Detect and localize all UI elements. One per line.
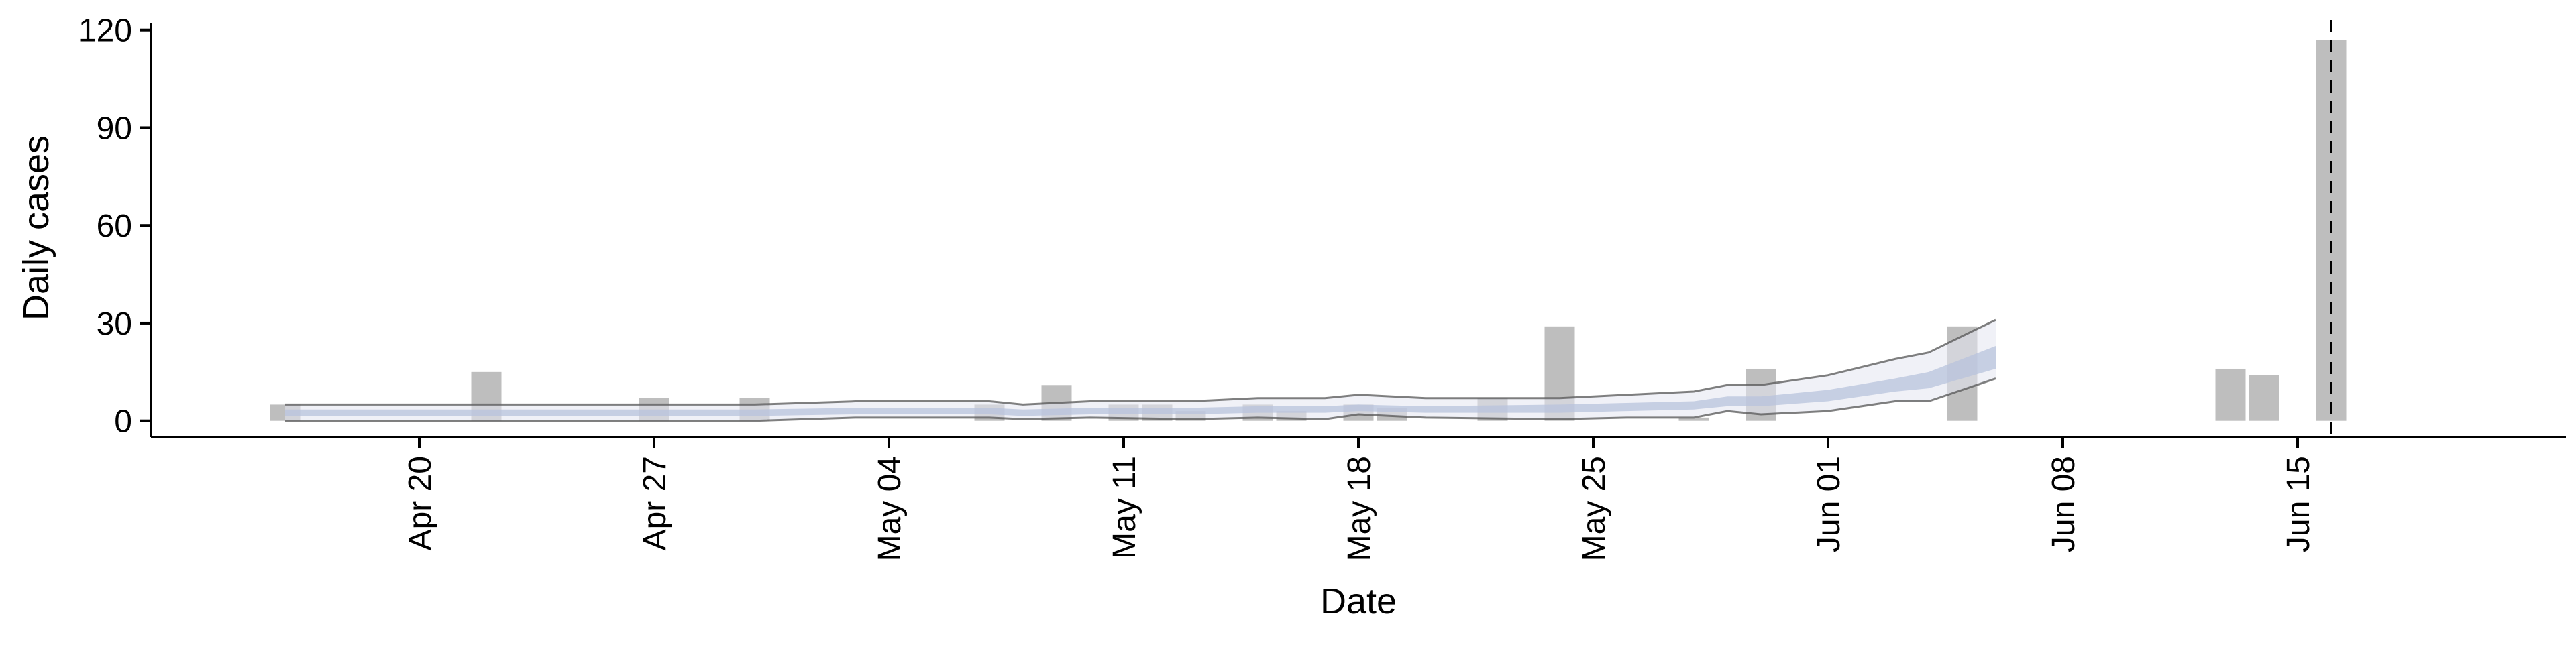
x-tick-label-May 04: May 04 xyxy=(872,456,908,561)
lower-bound-line xyxy=(285,377,1996,422)
bar-2020-05-28 xyxy=(1678,417,1709,421)
x-tick-label-May 11: May 11 xyxy=(1107,456,1142,559)
y-tick-label-120: 120 xyxy=(78,13,132,49)
x-tick-label-Jun 15: Jun 15 xyxy=(2281,456,2316,552)
estimate-band-layer xyxy=(285,320,1996,421)
bars-layer xyxy=(270,40,2347,421)
axes-layer: 0 30 60 90 120 Apr 20 Apr 27 May 04 May 11 May 18… xyxy=(78,13,2566,561)
y-tick-label-0: 0 xyxy=(114,404,132,440)
x-tick-label-May 25: May 25 xyxy=(1576,456,1612,561)
upper-bound-line xyxy=(285,318,1996,406)
x-tick-label-Jun 08: Jun 08 xyxy=(2046,456,2082,552)
x-tick-label-Apr 27: Apr 27 xyxy=(637,456,673,550)
x-tick-label-May 18: May 18 xyxy=(1342,456,1377,561)
y-axis-title: Daily cases xyxy=(16,135,56,320)
y-tick-label-60: 60 xyxy=(97,209,132,244)
x-tick-label-Jun 01: Jun 01 xyxy=(1811,456,1847,552)
x-axis-title: Date xyxy=(1320,581,1397,622)
bound-lines-layer xyxy=(285,318,1996,422)
x-tick-label-Apr 20: Apr 20 xyxy=(402,456,438,550)
y-tick-label-90: 90 xyxy=(97,111,132,146)
bar-2020-06-14 xyxy=(2249,375,2279,421)
y-tick-label-30: 30 xyxy=(97,306,132,342)
bar-2020-06-13 xyxy=(2215,368,2246,421)
